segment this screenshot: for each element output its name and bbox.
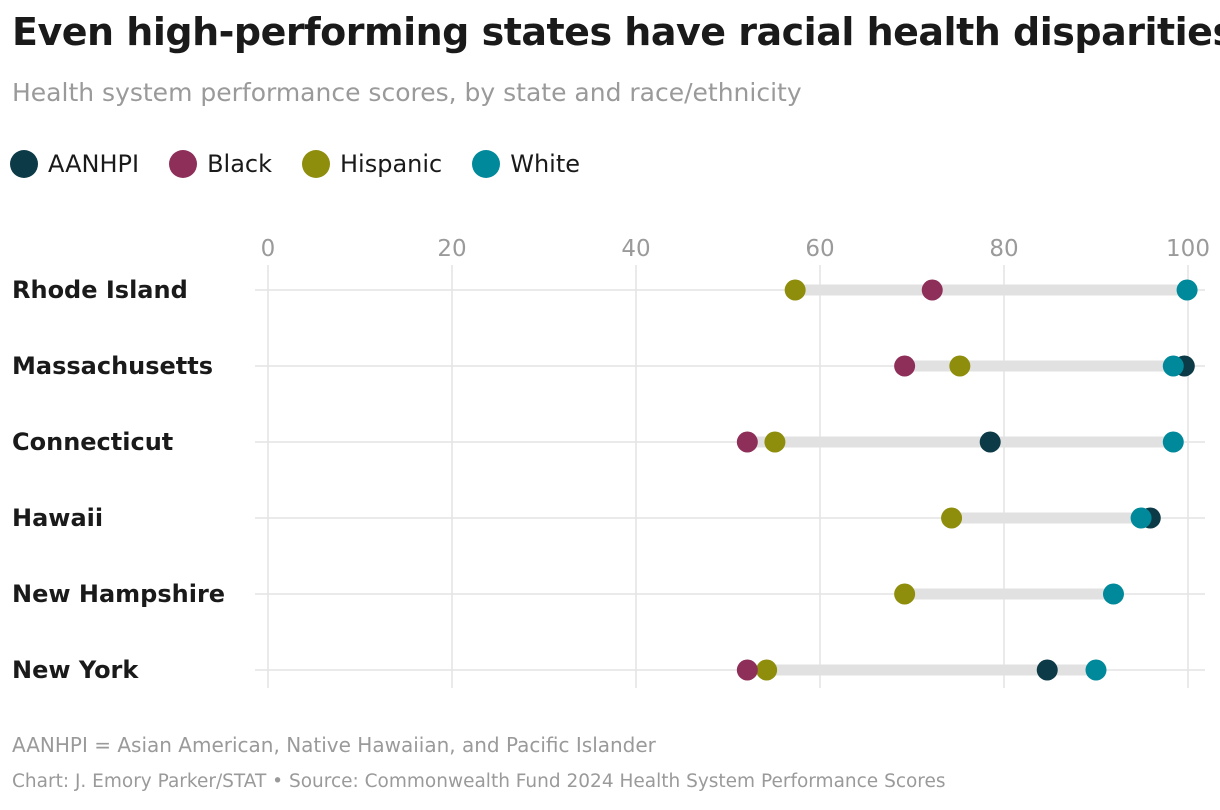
legend-swatch-hispanic: [302, 150, 330, 178]
x-tick-label-100: 100: [1166, 236, 1210, 262]
dot-plot: 0 20 40 60 80 100 Rhode Island Massachusetts Con…: [12, 236, 1210, 688]
dot-hispanic-rhode-island: [784, 279, 806, 301]
dot-black-rhode-island: [921, 279, 943, 301]
legend-item-hispanic: Hispanic: [302, 150, 442, 178]
x-tick-label-0: 0: [261, 236, 276, 262]
legend-label-black: Black: [207, 150, 272, 178]
footnote: AANHPI = Asian American, Native Hawaiian…: [12, 733, 656, 757]
row-label-rhode-island: Rhode Island: [12, 276, 188, 304]
legend-label-white: White: [510, 150, 581, 178]
dot-white-rhode-island: [1176, 279, 1198, 301]
row-label-massachusetts: Massachusetts: [12, 352, 213, 380]
chart-subtitle: Health system performance scores, by sta…: [12, 78, 802, 107]
row-label-new-york: New York: [12, 656, 139, 684]
legend-item-aanhpi: AANHPI: [10, 150, 139, 178]
dot-white-connecticut: [1162, 431, 1184, 453]
row-label-new-hampshire: New Hampshire: [12, 580, 225, 608]
row-label-connecticut: Connecticut: [12, 428, 173, 456]
dot-black-massachusetts: [894, 355, 916, 377]
dot-hispanic-new-york: [756, 659, 778, 681]
chart-title: Even high-performing states have racial …: [12, 10, 1220, 54]
x-tick-label-60: 60: [805, 236, 834, 262]
x-tick-label-20: 20: [437, 236, 466, 262]
legend: AANHPI Black Hispanic White: [10, 150, 610, 178]
legend-swatch-white: [472, 150, 501, 178]
x-tick-label-40: 40: [621, 236, 650, 262]
legend-swatch-aanhpi: [10, 150, 38, 178]
dot-white-massachusetts: [1162, 355, 1184, 377]
dot-hispanic-new-hampshire: [894, 583, 916, 605]
dot-hispanic-connecticut: [764, 431, 786, 453]
legend-label-aanhpi: AANHPI: [48, 150, 140, 178]
dot-aanhpi-new-york: [1036, 659, 1058, 681]
dot-black-new-york: [736, 659, 758, 681]
dot-white-hawaii: [1130, 507, 1152, 529]
source-credit: Chart: J. Emory Parker/STAT • Source: Co…: [12, 771, 946, 792]
dot-white-new-york: [1085, 659, 1107, 681]
dot-hispanic-massachusetts: [949, 355, 971, 377]
dot-hispanic-hawaii: [941, 507, 963, 529]
legend-item-white: White: [472, 150, 580, 178]
row-label-hawaii: Hawaii: [12, 504, 103, 532]
x-tick-label-80: 80: [989, 236, 1018, 262]
dot-black-connecticut: [736, 431, 758, 453]
dot-aanhpi-connecticut: [979, 431, 1001, 453]
legend-label-hispanic: Hispanic: [340, 150, 443, 178]
dot-white-new-hampshire: [1102, 583, 1124, 605]
legend-item-black: Black: [169, 150, 272, 178]
legend-swatch-black: [169, 150, 198, 178]
